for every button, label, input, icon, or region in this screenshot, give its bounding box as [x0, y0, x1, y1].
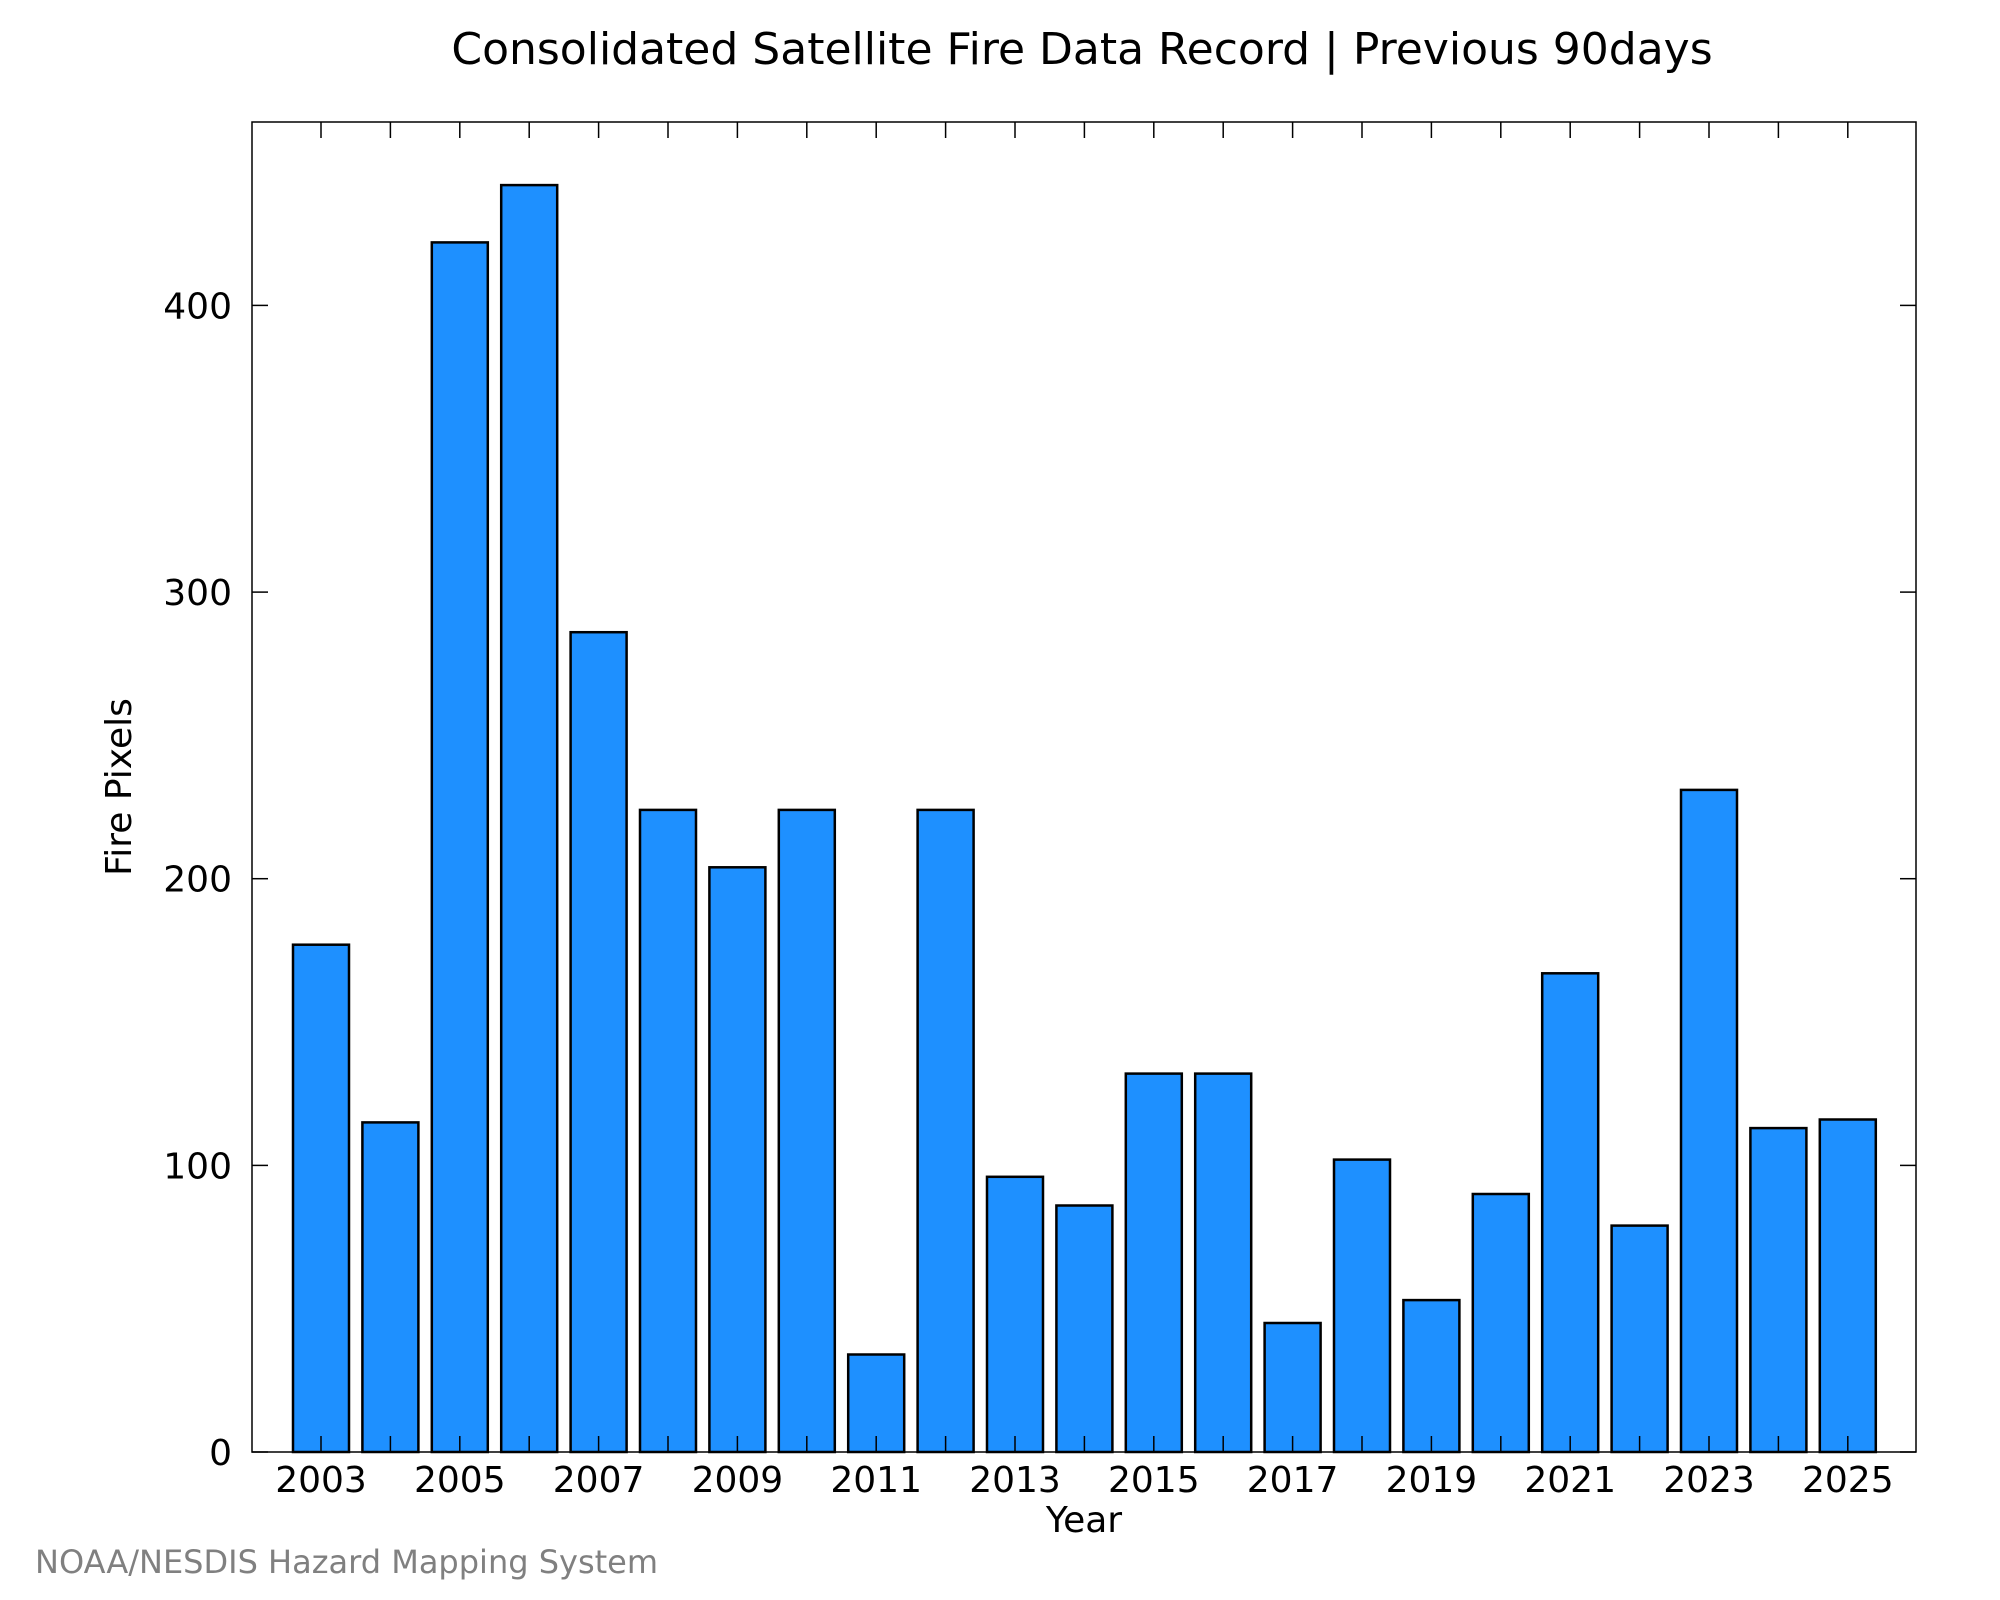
bar-2010	[777, 808, 837, 1454]
y-tick-label-200: 200	[163, 860, 232, 901]
y-tick-label-0: 0	[209, 1433, 232, 1474]
bar-2022	[1610, 1224, 1669, 1454]
bar-2019	[1402, 1298, 1461, 1454]
tick-labels-layer: 2003 2005 2007 2009 2011 2013 2015 2017 2019 2021…	[163, 286, 1893, 1501]
y-tick-label-300: 300	[163, 573, 232, 614]
bar-2005	[430, 241, 490, 1454]
x-tick-label-2003: 2003	[275, 1460, 367, 1501]
bar-2016	[1193, 1072, 1253, 1454]
x-tick-label-2017: 2017	[1247, 1460, 1339, 1501]
bar-2014	[1055, 1204, 1114, 1454]
ticks-layer	[252, 122, 1916, 1453]
x-tick-label-2025: 2025	[1802, 1460, 1894, 1501]
y-tick-label-400: 400	[163, 286, 232, 327]
x-tick-label-2015: 2015	[1108, 1460, 1200, 1501]
bar-2021	[1540, 972, 1600, 1454]
x-tick-label-2023: 2023	[1663, 1460, 1755, 1501]
bar-2015	[1124, 1072, 1184, 1454]
chart-title: Consolidated Satellite Fire Data Record …	[451, 24, 1712, 75]
x-tick-label-2005: 2005	[414, 1460, 506, 1501]
x-tick-label-2011: 2011	[830, 1460, 922, 1501]
source-credit: NOAA/NESDIS Hazard Mapping System	[35, 1543, 658, 1581]
bars-layer	[291, 183, 1878, 1454]
bar-2018	[1332, 1158, 1392, 1454]
bar-2009	[708, 866, 767, 1454]
y-tick-label-100: 100	[163, 1146, 232, 1187]
bar-2012	[916, 808, 975, 1454]
x-tick-label-2013: 2013	[969, 1460, 1061, 1501]
bar-2008	[638, 808, 698, 1454]
x-tick-label-2021: 2021	[1524, 1460, 1616, 1501]
x-tick-label-2009: 2009	[692, 1460, 784, 1501]
bar-2003	[291, 943, 351, 1454]
bar-2006	[499, 183, 559, 1454]
y-axis-label: Fire Pixels	[99, 698, 140, 876]
bar-2007	[569, 630, 628, 1454]
bar-2017	[1263, 1321, 1322, 1454]
bar-2013	[985, 1175, 1045, 1454]
x-tick-label-2019: 2019	[1386, 1460, 1478, 1501]
bar-2020	[1471, 1192, 1531, 1454]
bar-2024	[1749, 1126, 1808, 1454]
bar-2025	[1818, 1118, 1878, 1454]
x-axis-label: Year	[1045, 1500, 1122, 1541]
bar-2004	[361, 1121, 420, 1454]
bar-2023	[1679, 788, 1739, 1454]
x-tick-label-2007: 2007	[553, 1460, 645, 1501]
